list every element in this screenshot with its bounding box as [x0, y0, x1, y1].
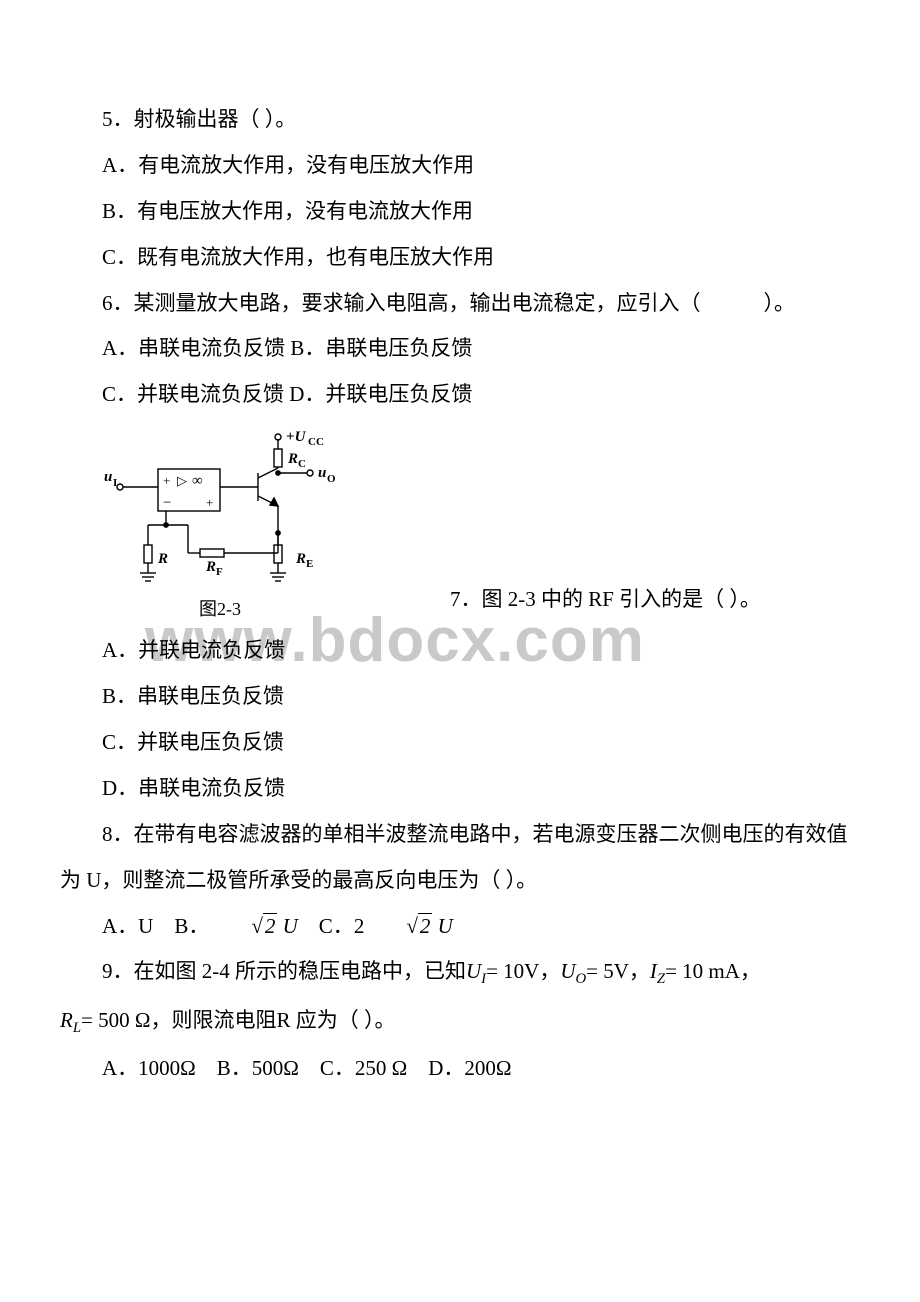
- figure-2-3: u I u O +U CC R C R E R F R +: [100, 425, 340, 621]
- svg-text:C: C: [298, 458, 306, 470]
- q7-opt-a: A．并联电流负反馈: [60, 631, 860, 671]
- q7-stem: 7．图 2-3 中的 RF 引入的是（ ）。: [450, 583, 761, 613]
- q6-opts-ab: A．串联电流负反馈 B．串联电压负反馈: [60, 329, 860, 369]
- document-body: 5．射极输出器（ ）。 A．有电流放大作用，没有电压放大作用 B．有电压放大作用…: [60, 100, 860, 1089]
- svg-text:E: E: [306, 558, 313, 570]
- svg-text:O: O: [327, 473, 336, 485]
- q6-opts-cd: C．并联电流负反馈 D．并联电压负反馈: [60, 375, 860, 415]
- q9-stem-l1: 9．在如图 2-4 所示的稳压电路中，已知UI= 10V，UO= 5V，IZ= …: [60, 952, 860, 994]
- q7-opt-d: D．串联电流负反馈: [60, 769, 860, 809]
- q8-stem-l2: 为 U，则整流二极管所承受的最高反向电压为（ ）。: [60, 861, 860, 901]
- q8-stem-l1: 8．在带有电容滤波器的单相半波整流电路中，若电源变压器二次侧电压的有效值: [60, 815, 860, 855]
- q6-stem: 6．某测量放大电路，要求输入电阻高，输出电流稳定，应引入（ ）。: [60, 284, 860, 324]
- svg-text:R: R: [287, 451, 298, 467]
- svg-text:+U: +U: [286, 429, 307, 445]
- q9-suffix: ，则限流电阻R 应为（ ）。: [150, 1008, 395, 1032]
- svg-text:∞: ∞: [192, 473, 203, 489]
- q5-opt-b: B．有电压放大作用，没有电流放大作用: [60, 192, 860, 232]
- svg-text:F: F: [216, 566, 223, 578]
- q5-stem: 5．射极输出器（ ）。: [60, 100, 860, 140]
- svg-text:+: +: [206, 495, 213, 510]
- q7-opt-b: B．串联电压负反馈: [60, 677, 860, 717]
- q9-rl: 500 Ω: [98, 1008, 150, 1032]
- q9-options: A．1000Ω B．500Ω C．250 Ω D．200Ω: [60, 1049, 860, 1089]
- q5-opt-c: C．既有电流放大作用，也有电压放大作用: [60, 238, 860, 278]
- q5-opt-a: A．有电流放大作用，没有电压放大作用: [60, 146, 860, 186]
- q9-prefix: 9．在如图 2-4 所示的稳压电路中，已知: [102, 959, 466, 983]
- svg-text:CC: CC: [308, 436, 324, 448]
- svg-text:R: R: [157, 551, 168, 567]
- figure-2-3-block: u I u O +U CC R C R E R F R +: [100, 425, 860, 621]
- svg-text:u: u: [104, 469, 112, 485]
- svg-text:−: −: [163, 495, 171, 511]
- q7-opt-c: C．并联电压负反馈: [60, 723, 860, 763]
- q8-options: A．U B．2 U C．22 U: [60, 907, 860, 947]
- svg-text:▷: ▷: [177, 473, 187, 488]
- svg-text:u: u: [318, 465, 326, 481]
- q9-iz: 10 mA: [682, 959, 740, 983]
- figure-2-3-caption: 图2-3: [100, 595, 340, 621]
- q9-ui: 10V: [503, 959, 539, 983]
- svg-text:R: R: [205, 559, 216, 575]
- svg-text:+: +: [163, 473, 170, 488]
- q9-uo: 5V: [603, 959, 629, 983]
- q9-stem-l2: RL= 500 Ω，则限流电阻R 应为（ ）。: [60, 1001, 860, 1043]
- svg-text:I: I: [113, 477, 117, 489]
- svg-text:R: R: [295, 551, 306, 567]
